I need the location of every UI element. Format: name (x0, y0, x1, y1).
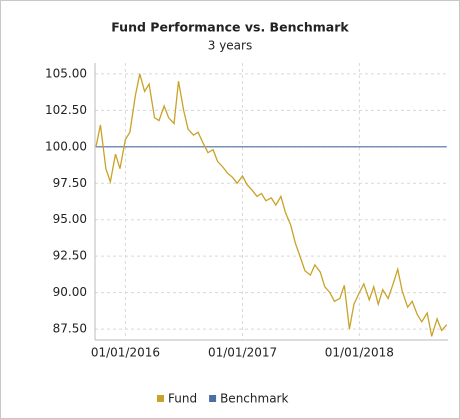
chart-subtitle: 3 years (208, 39, 252, 53)
y-tick-label: 90.00 (53, 285, 87, 299)
x-tick-label: 01/01/2017 (208, 346, 277, 360)
legend-marker (209, 395, 217, 402)
legend-marker (157, 395, 164, 402)
y-tick-label: 105.00 (45, 66, 87, 80)
chart-title: Fund Performance vs. Benchmark (111, 20, 349, 35)
x-tick-label: 01/01/2018 (325, 346, 394, 360)
y-tick-label: 95.00 (53, 212, 87, 226)
legend-label: Benchmark (220, 392, 288, 406)
y-tick-label: 100.00 (45, 139, 87, 153)
y-tick-label: 92.50 (53, 249, 87, 263)
y-tick-label: 87.50 (53, 322, 87, 336)
y-tick-label: 97.50 (53, 176, 87, 190)
legend-label: Fund (168, 392, 197, 406)
line-series (95, 73, 448, 337)
y-tick-label: 102.50 (45, 103, 87, 117)
x-tick-label: 01/01/2016 (91, 346, 160, 360)
